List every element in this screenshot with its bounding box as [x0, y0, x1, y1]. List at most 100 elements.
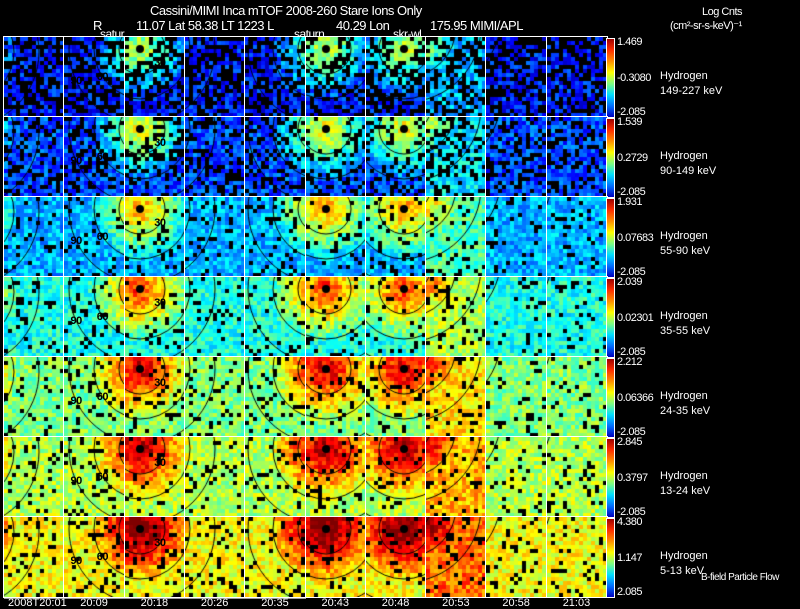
sky-map-panel [545, 516, 608, 598]
colorbar-max-label: 1.539 [617, 116, 643, 128]
time-tick-label: 2008T20:01 [8, 597, 67, 609]
sky-map-cells [546, 277, 607, 357]
species-energy-label: Hydrogen 13-24 keV [660, 469, 710, 499]
time-tick-label: 20:43 [321, 597, 350, 609]
sky-map-panel: 30 [123, 196, 186, 278]
subtitle-lon: 40.29 Lon [336, 18, 390, 33]
sky-map-cells [486, 117, 547, 197]
sky-map-cells [184, 437, 245, 517]
time-tick-label: 20:18 [140, 597, 169, 609]
sky-map-panel [425, 276, 488, 358]
colorbar [606, 118, 615, 198]
sky-map-cells [546, 197, 607, 277]
footer-note: B-field Particle Flow [701, 572, 779, 583]
sky-map-panel [364, 36, 427, 118]
sky-map-cells [546, 117, 607, 197]
colorbar-mid-label: 0.3797 [617, 472, 648, 484]
chart-title: Cassini/MIMI Inca mTOF 2008-260 Stare Io… [150, 3, 422, 18]
colorbar-mid-label: 0.06366 [617, 392, 654, 404]
sky-map-cells [184, 37, 245, 117]
sky-map-cells [426, 197, 487, 277]
sky-map-panel: 60 90 [63, 436, 126, 518]
sky-map-panel [244, 356, 307, 438]
sky-map-cells [365, 437, 426, 517]
sky-map-cells [305, 117, 366, 197]
contour-label: 90 [70, 555, 82, 568]
sky-map-panel [545, 436, 608, 518]
contour-label: 90 [70, 235, 82, 248]
sky-map-panel [3, 516, 65, 598]
sky-map-panel: 60 90 [63, 196, 126, 278]
sky-map-panel [364, 276, 427, 358]
contour-label: 30 [154, 537, 166, 550]
sky-map-panel [364, 516, 427, 598]
sky-map-panel [364, 356, 427, 438]
sky-map-panel [485, 516, 548, 598]
time-tick-label: 20:53 [442, 597, 470, 609]
sky-map-cells [64, 517, 125, 597]
sky-map-cells [245, 357, 306, 437]
time-tick-label: 20:58 [502, 597, 530, 609]
sky-map-cells [486, 197, 547, 277]
sky-map-panel [304, 196, 367, 278]
energy-range-label: 24-35 keV [660, 405, 711, 417]
sky-map-cells [245, 437, 306, 517]
species-label: Hydrogen [660, 70, 708, 82]
contour-label: 60 [96, 150, 109, 163]
sky-map-panel [183, 196, 246, 278]
energy-range-label: 5-13 keV [660, 565, 705, 577]
sky-map-panel [545, 36, 608, 118]
time-tick-label: 20:35 [261, 597, 289, 609]
sky-map-cells [365, 357, 426, 437]
sky-map-cells [124, 197, 185, 277]
sky-map-cells [365, 197, 426, 277]
sky-map-panel: 30 [123, 436, 186, 518]
sky-map-cells [486, 517, 547, 597]
subtitle-r: R [93, 18, 102, 33]
sky-map-panel [304, 276, 367, 358]
sky-map-panel [183, 276, 246, 358]
sky-map-panel [425, 436, 488, 518]
sky-map-panel [485, 196, 548, 278]
colorbar-min-label: -2.085 [617, 106, 646, 118]
sky-map-cells [426, 277, 487, 357]
contour-label: 90 [70, 475, 82, 488]
sky-map-cells [305, 357, 366, 437]
species-label: Hydrogen [660, 550, 708, 562]
sky-map-panel [485, 116, 548, 198]
contour-label: 30 [154, 377, 166, 390]
sky-map-panel [485, 356, 548, 438]
sky-map-cells [426, 437, 487, 517]
contour-label: 90 [70, 75, 82, 88]
sky-map-panel [364, 196, 427, 278]
sky-map-cells [124, 357, 185, 437]
sky-map-cells [546, 357, 607, 437]
species-label: Hydrogen [660, 230, 708, 242]
colorbar-min-label: -2.085 [617, 426, 646, 438]
sky-map-cells [64, 37, 125, 117]
sky-map-panel [183, 516, 246, 598]
sky-map-cells [486, 357, 547, 437]
species-energy-label: Hydrogen 35-55 keV [660, 309, 710, 339]
sky-map-panel [545, 116, 608, 198]
contour-label: 90 [70, 315, 82, 328]
colorbar-max-label: 2.845 [617, 436, 643, 448]
species-energy-label: Hydrogen 55-90 keV [660, 229, 710, 259]
sky-map-panel [425, 36, 488, 118]
sky-map-cells [486, 437, 547, 517]
contour-label: 60 [96, 390, 109, 403]
sky-map-panel [485, 436, 548, 518]
sky-map-panel: 60 90 [63, 356, 126, 438]
species-label: Hydrogen [660, 310, 708, 322]
species-label: Hydrogen [660, 390, 708, 402]
sky-map-cells [4, 117, 64, 197]
species-energy-label: Hydrogen 24-35 keV [660, 389, 710, 419]
sky-map-cells [4, 197, 64, 277]
sky-map-cells [305, 517, 366, 597]
colorbar [606, 278, 615, 358]
contour-label: 60 [96, 230, 109, 243]
sky-map-panel [3, 356, 65, 438]
colorbar-mid-label: -0.3080 [617, 72, 651, 84]
sky-map-cells [546, 517, 607, 597]
energy-range-label: 35-55 keV [660, 325, 711, 337]
